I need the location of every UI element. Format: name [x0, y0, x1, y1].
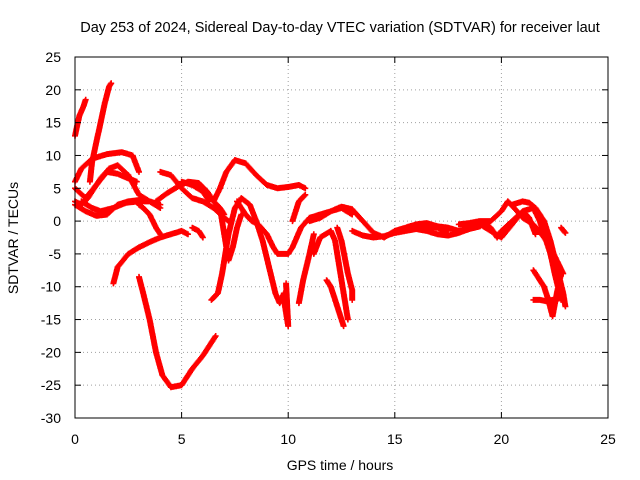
y-tick-label: -30	[41, 410, 61, 426]
x-tick-labels: 0 5 10 15 20 25	[71, 431, 616, 447]
marks	[72, 80, 569, 391]
y-tick-label: -5	[49, 246, 62, 262]
x-tick-label: 5	[178, 431, 186, 447]
x-tick-label: 25	[600, 431, 616, 447]
y-tick-label: 0	[53, 213, 61, 229]
x-tick-label: 10	[280, 431, 296, 447]
x-tick-label: 0	[71, 431, 79, 447]
y-tick-labels: -30 -25 -20 -15 -10 -5 0 5 10 15 20 25	[41, 49, 61, 426]
y-tick-label: -15	[41, 312, 61, 328]
y-tick-label: -10	[41, 279, 61, 295]
x-tick-label: 20	[494, 431, 510, 447]
x-axis-label: GPS time / hours	[287, 457, 394, 473]
plot-frame	[74, 56, 609, 419]
y-tick-label: -20	[41, 344, 61, 360]
y-tick-label: 5	[53, 180, 61, 196]
y-tick-label: -25	[41, 377, 61, 393]
x-tick-label: 15	[387, 431, 403, 447]
y-tick-label: 15	[45, 115, 61, 131]
grid	[75, 57, 608, 418]
y-tick-label: 20	[45, 82, 61, 98]
y-axis-label: SDTVAR / TECUs	[5, 182, 21, 294]
y-tick-label: 25	[45, 49, 61, 65]
y-tick-label: 10	[45, 147, 61, 163]
chart-title: Day 253 of 2024, Sidereal Day-to-day VTE…	[80, 20, 600, 36]
sdtvar-points	[72, 80, 569, 391]
ticks	[74, 56, 609, 419]
